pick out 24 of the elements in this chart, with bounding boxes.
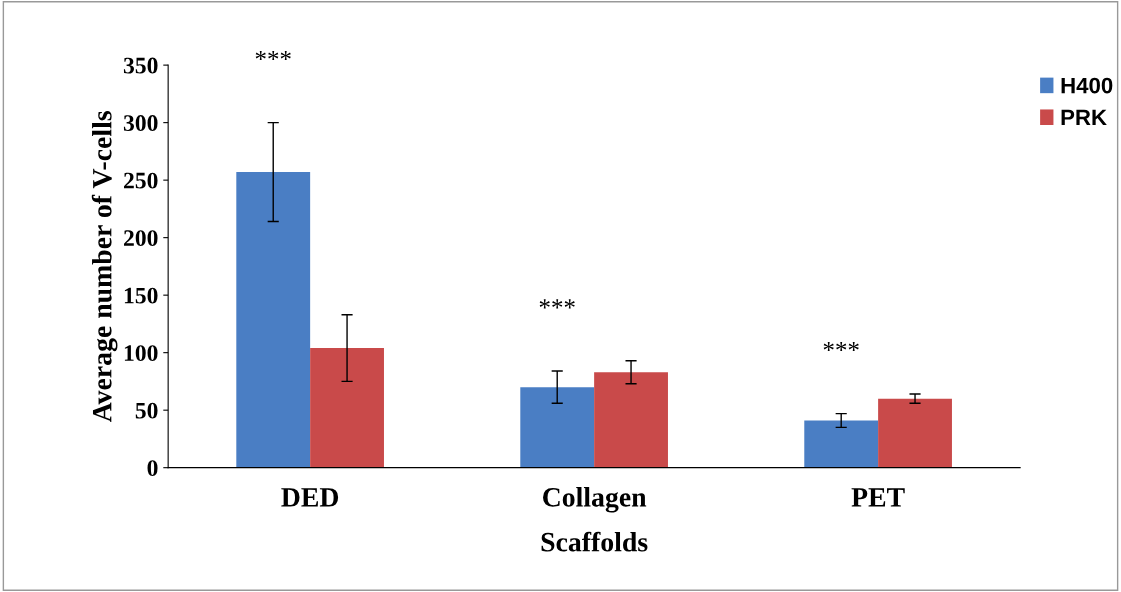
y-tick-label: 350: [123, 57, 158, 74]
legend-label: H400: [1061, 77, 1113, 94]
y-tick-label: 150: [124, 287, 158, 304]
x-tick-label: PET: [851, 488, 905, 507]
y-tick-label: 300: [123, 115, 158, 132]
x-axis-title: Scaffolds: [541, 531, 648, 552]
bar: [236, 172, 311, 468]
x-tick-label: Collagen: [543, 487, 647, 513]
y-tick-label: 100: [124, 345, 158, 362]
y-tick-label: 200: [124, 230, 158, 247]
y-tick-label: 250: [124, 172, 158, 189]
text: ***: [255, 50, 291, 61]
legend-label: PRK: [1061, 109, 1107, 125]
bar: [804, 420, 879, 468]
bar: [310, 348, 384, 468]
annotation: ***: [539, 299, 575, 309]
bar: [878, 398, 952, 468]
y-tick-label: 50: [135, 402, 158, 419]
y-tick-label: 0: [147, 460, 158, 477]
y-axis-title: Average number of V-cells: [91, 111, 118, 423]
annotation: ***: [823, 341, 859, 352]
bar: [520, 387, 595, 468]
x-tick-label: DED: [281, 488, 339, 507]
bar: [594, 372, 668, 468]
